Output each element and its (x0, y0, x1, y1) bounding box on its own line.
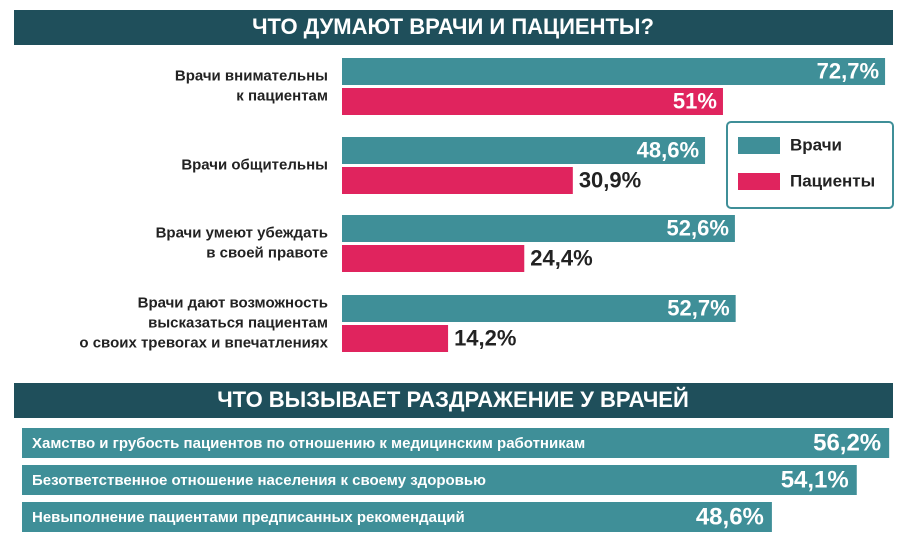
value-label: 24,4% (530, 245, 592, 270)
legend-swatch (738, 173, 780, 190)
value-label: 30,9% (579, 167, 641, 192)
value-label: 51% (673, 88, 717, 113)
category-label: к пациентам (236, 87, 328, 104)
value-label: 56,2% (813, 429, 881, 456)
bar (22, 465, 857, 495)
bar (342, 58, 886, 85)
legend-label: Врачи (790, 135, 842, 154)
bar (342, 245, 525, 272)
category-label: высказаться пациентам (148, 314, 328, 331)
chart-title: ЧТО ДУМАЮТ ВРАЧИ И ПАЦИЕНТЫ? (252, 14, 654, 39)
bar (342, 137, 706, 164)
bar (22, 502, 772, 532)
value-label: 72,7% (817, 58, 879, 83)
category-label: Врачи дают возможность (138, 294, 328, 311)
category-label: о своих тревогах и впечатлениях (79, 334, 328, 351)
category-label: в своей правоте (206, 244, 328, 261)
value-label: 52,6% (667, 215, 729, 240)
bar (342, 325, 449, 352)
value-label: 14,2% (454, 325, 516, 350)
legend-label: Пациенты (790, 171, 875, 190)
value-label: 52,7% (667, 295, 729, 320)
bar (342, 215, 735, 242)
category-label: Невыполнение пациентами предписанных рек… (32, 509, 465, 526)
category-label: Врачи внимательны (175, 67, 328, 84)
title-banner (14, 10, 893, 45)
title-banner (14, 383, 893, 418)
category-label: Врачи общительны (181, 156, 328, 173)
bar (342, 88, 723, 115)
value-label: 48,6% (637, 137, 699, 162)
bar (342, 167, 573, 194)
category-label: Безответственное отношение населения к с… (32, 472, 486, 489)
value-label: 54,1% (781, 466, 849, 493)
bar (342, 295, 736, 322)
category-label: Хамство и грубость пациентов по отношени… (32, 435, 585, 452)
category-label: Врачи умеют убеждать (156, 224, 328, 241)
chart-title: ЧТО ВЫЗЫВАЕТ РАЗДРАЖЕНИЕ У ВРАЧЕЙ (217, 387, 689, 412)
bar (22, 428, 890, 458)
value-label: 48,6% (696, 503, 764, 530)
legend-swatch (738, 137, 780, 154)
